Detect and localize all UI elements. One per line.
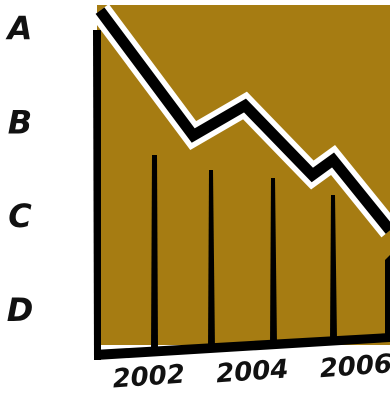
x-tick-label: 2004 xyxy=(215,354,289,389)
y-tick-label: D xyxy=(7,291,34,329)
x-axis xyxy=(94,333,390,360)
x-tick-label: 2002 xyxy=(112,360,186,395)
y-axis xyxy=(93,30,101,360)
x-tick-label: 2006 xyxy=(319,349,390,384)
line xyxy=(95,7,390,234)
y-tick-label: C xyxy=(8,197,32,235)
y-tick-label: B xyxy=(8,103,32,141)
y-tick-label: A xyxy=(5,9,33,47)
